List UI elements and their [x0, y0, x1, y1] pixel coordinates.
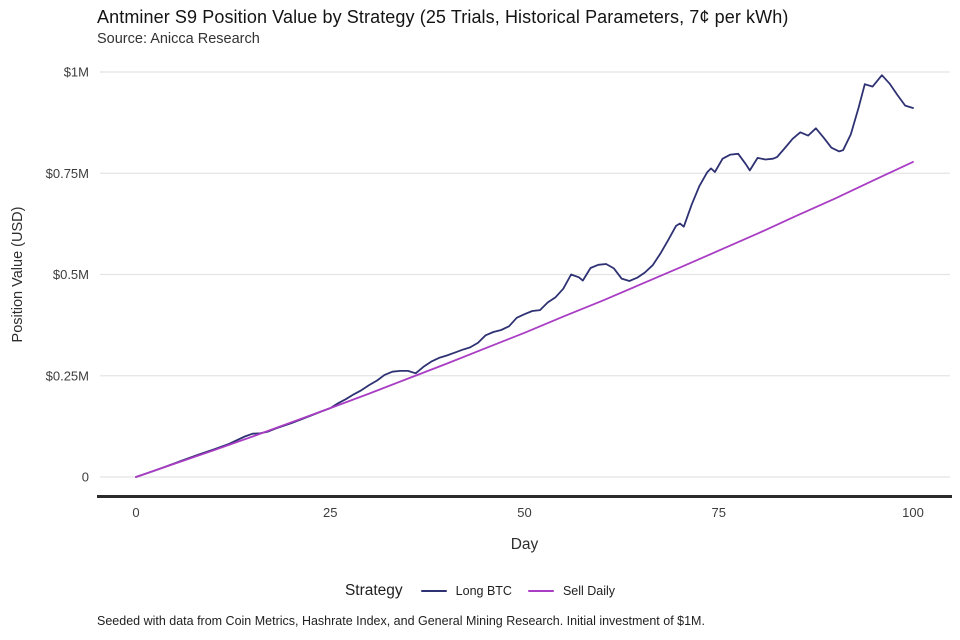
footer-note: Seeded with data from Coin Metrics, Hash… [97, 614, 705, 628]
chart-legend: Strategy Long BTC Sell Daily [0, 580, 960, 602]
chart-subtitle: Source: Anicca Research [97, 31, 260, 47]
y-tick-label: 0 [82, 470, 89, 485]
y-tick-label: $0.25M [46, 368, 89, 383]
x-tick-label: 25 [323, 505, 337, 520]
long-btc-line-swatch-icon [420, 590, 447, 592]
legend-label-sell-daily: Sell Daily [562, 584, 616, 598]
legend-item-sell-daily[interactable]: Sell Daily [527, 584, 616, 598]
page-title: Antminer S9 Position Value by Strategy (… [97, 7, 789, 27]
y-tick-label: $0.5M [53, 267, 89, 282]
series-line-sell-daily [135, 160, 914, 478]
series-line-long-btc [135, 74, 914, 478]
x-tick-label: 0 [132, 505, 139, 520]
x-tick-label: 100 [902, 505, 924, 520]
sell-daily-line-swatch-icon [527, 590, 554, 592]
line-chart-plot: 0 $0.25M $0.5M $0.75M $1M 0 25 50 75 100 Position … [10, 65, 952, 553]
legend-title: Strategy [344, 582, 403, 599]
y-tick-label: $1M [64, 65, 89, 80]
legend-item-long-btc[interactable]: Long BTC [420, 584, 512, 598]
y-tick-label: $0.75M [46, 166, 89, 181]
x-axis-title: Day [511, 536, 539, 553]
y-axis-title: Position Value (USD) [10, 207, 26, 343]
x-tick-label: 50 [517, 505, 531, 520]
legend-label-long-btc: Long BTC [455, 584, 512, 598]
x-tick-label: 75 [712, 505, 726, 520]
